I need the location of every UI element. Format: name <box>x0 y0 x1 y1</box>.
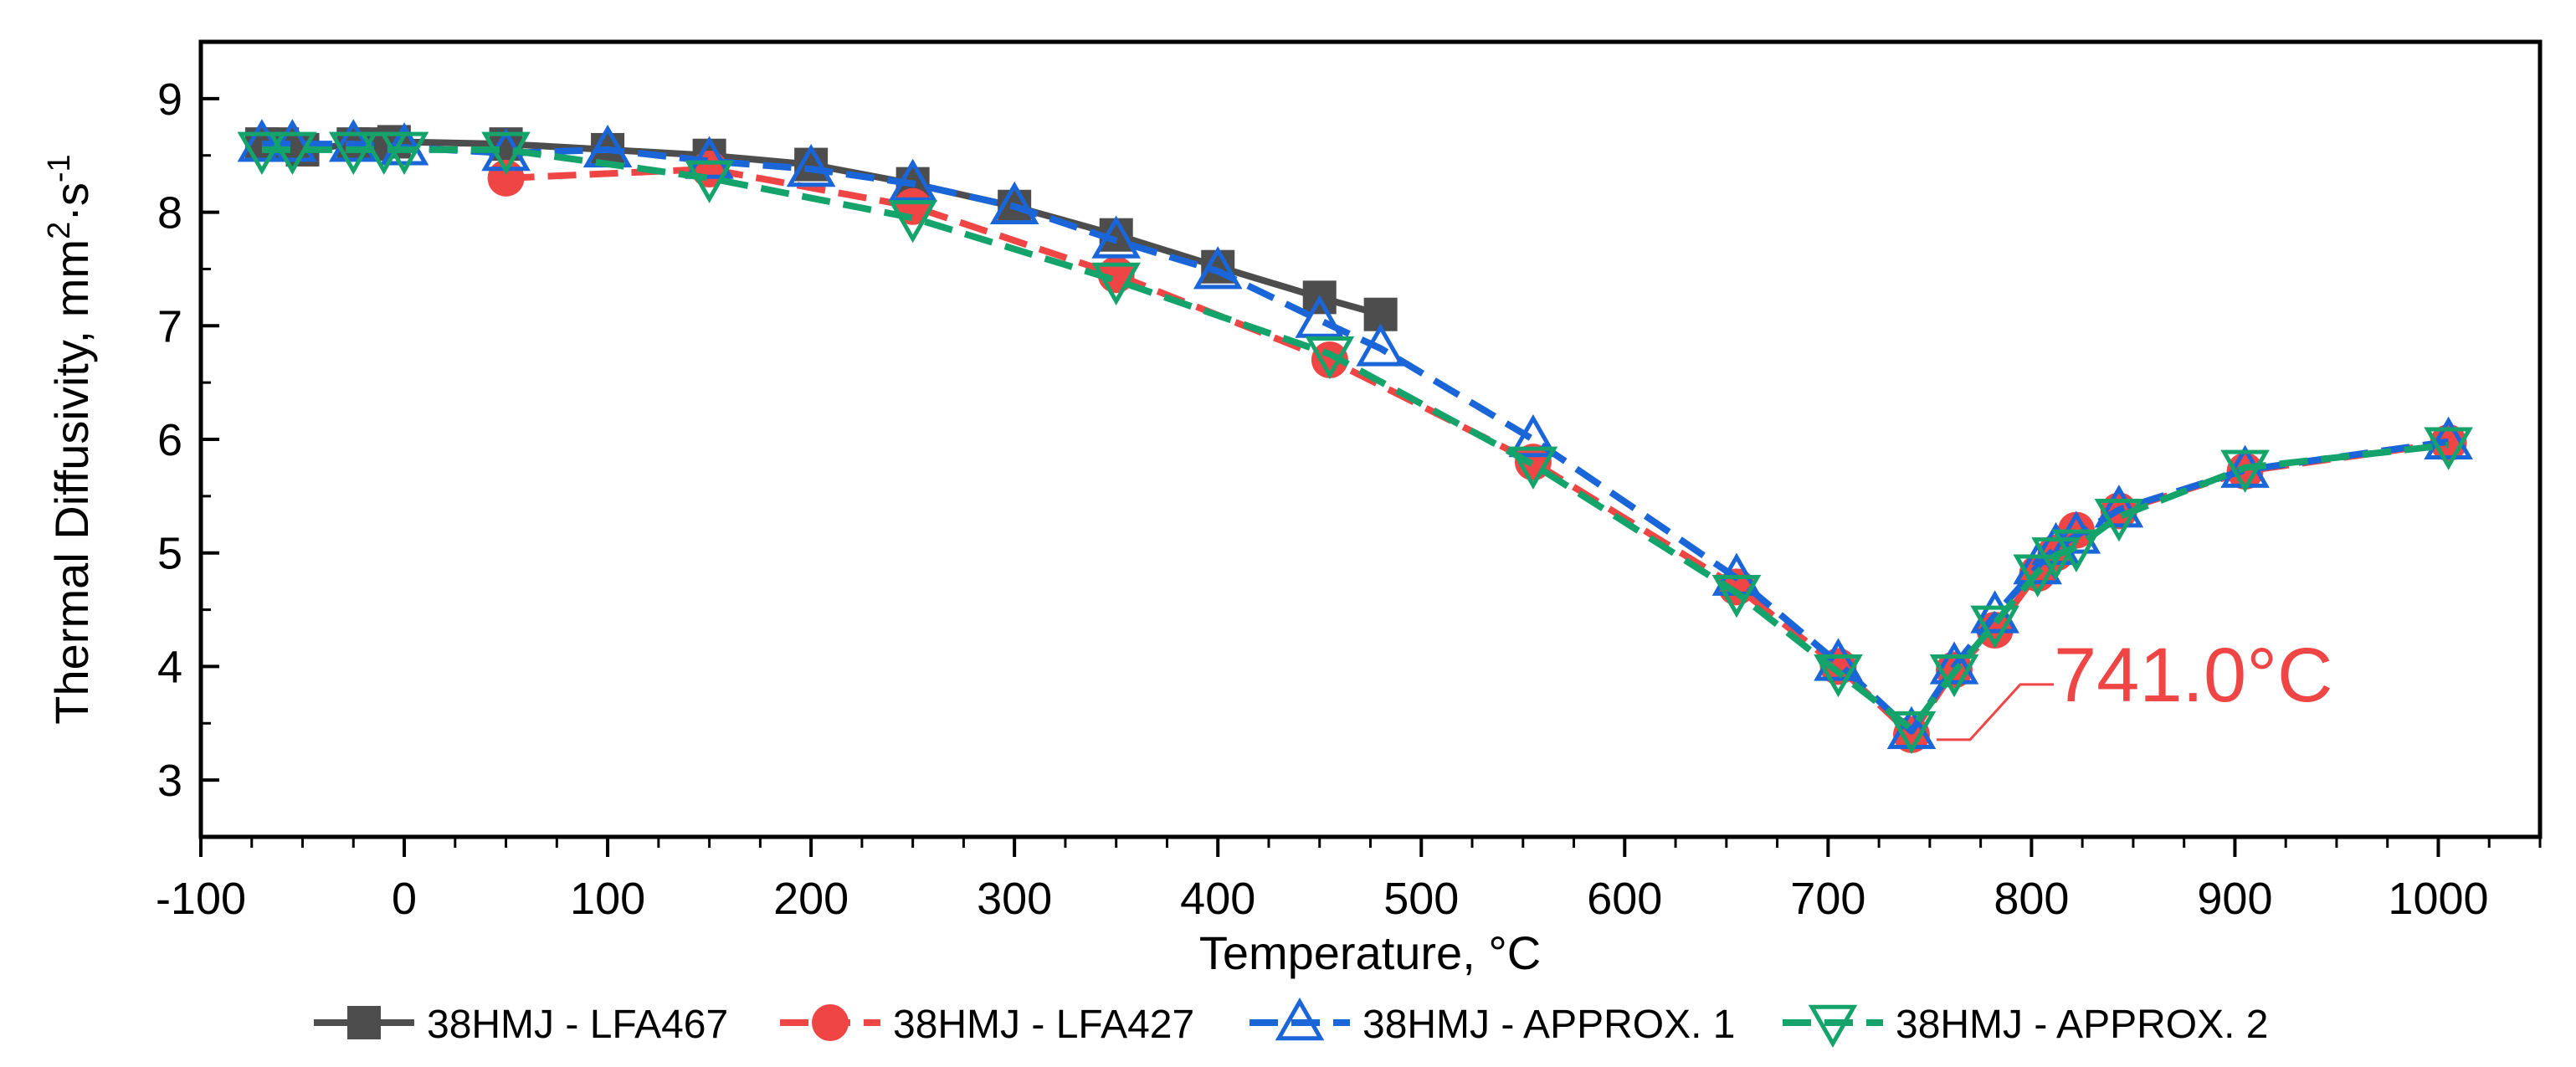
data-point <box>481 131 531 175</box>
y-axis: 3 4 5 6 7 8 9 <box>157 40 219 839</box>
y-tick-label: 6 <box>157 415 182 465</box>
y-tick-label: 7 <box>157 301 182 351</box>
x-tick-label: -100 <box>156 874 246 924</box>
y-axis-label: Thermal Diffusivity, mm2·s-1 <box>42 154 98 724</box>
data-point <box>1091 262 1142 306</box>
data-point <box>487 159 525 197</box>
data-point <box>1814 654 1863 698</box>
legend-label: 38HMJ - LFA467 <box>427 1003 728 1047</box>
data-point <box>268 131 317 175</box>
x-tick-label: 500 <box>1383 874 1459 924</box>
data-point <box>888 158 937 202</box>
x-tick-label: 200 <box>773 874 849 924</box>
x-tick-label: 900 <box>2197 874 2272 924</box>
annotation-leader <box>1936 683 2054 741</box>
x-tick-label: 1000 <box>2388 874 2488 924</box>
series-layer <box>237 119 2473 755</box>
data-point <box>1311 341 1348 378</box>
legend-swatch-marker <box>347 1006 381 1039</box>
data-point <box>268 119 317 162</box>
series-4 <box>237 131 2473 755</box>
data-point <box>237 119 287 162</box>
x-tick-label: 0 <box>392 874 417 924</box>
y-tick-label: 4 <box>157 642 182 692</box>
data-point <box>379 131 429 175</box>
y-tick-label: 3 <box>157 756 182 806</box>
data-point <box>379 122 429 166</box>
legend-item: 38HMJ - LFA467 <box>314 1003 728 1047</box>
y-tick-label: 8 <box>157 188 182 239</box>
legend: 38HMJ - LFA467 38HMJ - LFA427 38HMJ - APPR… <box>314 997 2268 1049</box>
data-point <box>2051 529 2101 572</box>
legend-item: 38HMJ - APPROX. 2 <box>1783 1003 2268 1049</box>
data-point <box>1508 413 1558 458</box>
annotation-741: 741.0°C <box>1936 633 2332 741</box>
x-tick-label: 100 <box>570 874 645 924</box>
data-point <box>685 136 734 179</box>
annotation-label: 741.0°C <box>2054 633 2332 718</box>
data-point <box>685 160 734 203</box>
data-point <box>2094 499 2144 542</box>
data-point <box>1295 295 1345 338</box>
data-point <box>2424 427 2473 470</box>
x-axis-label: Temperature, °C <box>1199 926 1541 979</box>
data-point <box>328 131 378 175</box>
data-point <box>328 119 378 162</box>
legend-swatch-marker <box>1808 1004 1858 1049</box>
x-tick-label: 400 <box>1180 874 1255 924</box>
legend-item: 38HMJ - APPROX. 1 <box>1250 997 1735 1047</box>
data-point <box>2013 554 2062 598</box>
x-tick-label: 700 <box>1790 874 1865 924</box>
data-point <box>786 143 836 187</box>
legend-label: 38HMJ - APPROX. 1 <box>1362 1003 1735 1047</box>
x-axis: -100 0 100 200 300 400 500 600 700 800 900 1000 <box>156 837 2542 924</box>
data-point <box>1929 641 1979 685</box>
data-point <box>1193 246 1243 290</box>
y-tick-label: 9 <box>157 74 182 125</box>
legend-swatch-marker <box>812 1004 849 1041</box>
x-tick-label: 300 <box>977 874 1052 924</box>
data-point <box>1886 710 1937 755</box>
data-point <box>1508 446 1558 490</box>
y-tick-label: 5 <box>157 529 182 579</box>
data-point <box>1711 574 1762 618</box>
legend-item: 38HMJ - LFA427 <box>780 1003 1194 1047</box>
data-point <box>2424 416 2473 459</box>
data-point <box>2220 449 2270 493</box>
data-point <box>1356 323 1405 367</box>
x-tick-label: 600 <box>1587 874 1662 924</box>
data-point <box>237 131 287 175</box>
data-point <box>1929 654 1979 698</box>
data-point <box>1091 215 1142 259</box>
data-point <box>989 181 1039 225</box>
data-point <box>2031 537 2081 581</box>
data-point <box>2094 485 2144 528</box>
x-tick-label: 800 <box>1994 874 2069 924</box>
data-point <box>888 200 937 244</box>
data-point <box>1970 605 2019 649</box>
legend-swatch-marker <box>1275 997 1325 1041</box>
legend-label: 38HMJ - LFA427 <box>893 1003 1194 1047</box>
legend-label: 38HMJ - APPROX. 2 <box>1896 1003 2268 1047</box>
data-point <box>1305 336 1355 380</box>
